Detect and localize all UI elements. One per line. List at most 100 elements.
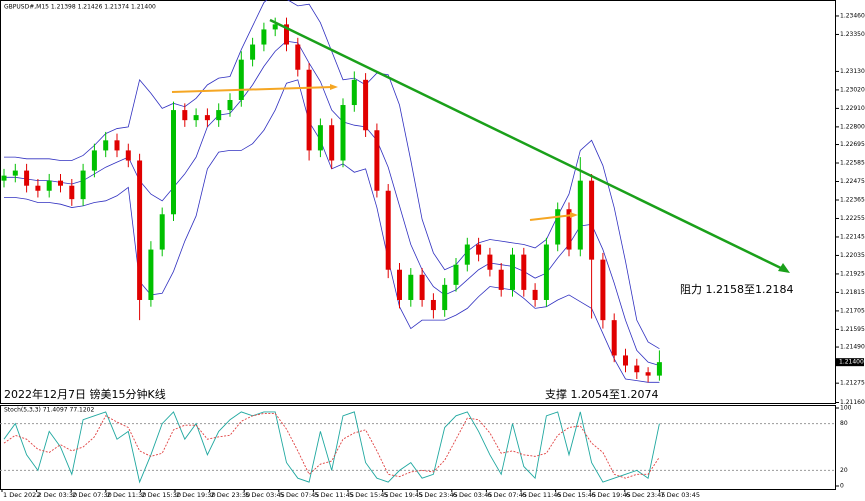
candle-body bbox=[80, 170, 86, 200]
x-tick-label: 2 Dec 11:30 bbox=[107, 491, 147, 499]
y-tick-label: 1.22365 bbox=[840, 196, 865, 203]
y-tick-label: 1.23350 bbox=[840, 31, 865, 38]
chart-title: GBPUSD#,M15 1.21398 1.21426 1.21374 1.21… bbox=[4, 4, 156, 11]
candle-body bbox=[453, 264, 459, 285]
candle-body bbox=[69, 185, 75, 200]
candle-body bbox=[1, 175, 7, 181]
candle-body bbox=[227, 99, 233, 111]
candle-body bbox=[204, 115, 210, 121]
x-tick-label: 2 Dec 15:30 bbox=[141, 491, 181, 499]
level-line bbox=[529, 214, 574, 221]
candle-body bbox=[295, 44, 301, 70]
candle-body bbox=[600, 259, 606, 321]
candle-body bbox=[397, 269, 402, 300]
x-tick-label: 6 Dec 03:45 bbox=[453, 491, 493, 499]
x-tick-label: 6 Dec 15:45 bbox=[557, 491, 597, 499]
stoch-k bbox=[3, 411, 660, 484]
x-tick-label: 5 Dec 03:45 bbox=[245, 491, 285, 499]
y-tick-label: 1.22035 bbox=[840, 252, 865, 259]
stoch-plot bbox=[0, 411, 835, 484]
candle-body bbox=[419, 274, 425, 300]
x-tick-label: 5 Dec 07:45 bbox=[280, 491, 320, 499]
price-plot bbox=[1, 0, 662, 383]
candle-body bbox=[148, 249, 154, 300]
y-tick-label: 1.21275 bbox=[840, 380, 865, 387]
candle-body bbox=[125, 150, 131, 161]
x-tick-label: 6 Dec 07:45 bbox=[487, 491, 527, 499]
candle-body bbox=[193, 115, 199, 121]
candle-body bbox=[498, 269, 504, 290]
candle-body bbox=[329, 125, 335, 161]
x-tick-label: 5 Dec 11:45 bbox=[314, 491, 354, 499]
candle-body bbox=[634, 365, 640, 373]
candle-body bbox=[611, 320, 617, 356]
candle-body bbox=[351, 79, 357, 106]
candle-body bbox=[487, 254, 493, 270]
candle-body bbox=[171, 110, 176, 215]
candle-body bbox=[656, 362, 662, 376]
candle-body bbox=[238, 59, 244, 100]
y-tick-label: 1.21705 bbox=[840, 307, 865, 314]
candle-body bbox=[58, 180, 63, 186]
x-tick-label: 2 Dec 03:30 bbox=[38, 491, 78, 499]
candle-body bbox=[363, 79, 369, 131]
y-tick-label: 1.23020 bbox=[840, 86, 865, 93]
stoch-tick-label: 100 bbox=[840, 405, 852, 412]
candle-body bbox=[543, 244, 549, 300]
stoch-tick-label: 20 bbox=[840, 467, 848, 474]
annotation: 阻力 1.2158至1.2184 bbox=[680, 283, 793, 296]
candle-body bbox=[317, 125, 323, 151]
candle-body bbox=[272, 24, 278, 30]
current-price-label: 1.21400 bbox=[839, 359, 864, 366]
candle-body bbox=[103, 140, 109, 151]
candle-body bbox=[35, 185, 41, 191]
trend-line bbox=[269, 18, 786, 272]
candle-body bbox=[12, 170, 18, 176]
y-tick-label: 1.22145 bbox=[840, 233, 865, 240]
stoch-panel bbox=[0, 405, 836, 490]
candle-body bbox=[510, 254, 515, 290]
y-tick-label: 1.22800 bbox=[840, 123, 865, 130]
candle-body bbox=[91, 150, 97, 171]
y-tick-label: 1.22585 bbox=[840, 160, 865, 167]
candle-body bbox=[566, 209, 572, 250]
candle-body bbox=[555, 209, 561, 245]
candle-body bbox=[306, 69, 312, 151]
level-line bbox=[171, 86, 334, 93]
drawn-lines bbox=[171, 18, 790, 273]
candle-body bbox=[374, 130, 380, 191]
main-panel bbox=[0, 0, 836, 404]
stoch-tick-label: 0 bbox=[840, 483, 844, 490]
candle-body bbox=[442, 284, 448, 311]
x-tick-label: 1 Dec 2022 bbox=[3, 491, 40, 499]
x-tick-label: 7 Dec 03:45 bbox=[660, 491, 700, 499]
x-tick-label: 5 Dec 19:45 bbox=[384, 491, 424, 499]
current-price-box bbox=[836, 358, 864, 367]
candle-body bbox=[623, 355, 628, 366]
arrow-head bbox=[570, 212, 578, 218]
x-tick-label: 2 Dec 23:30 bbox=[211, 491, 251, 499]
x-tick-label: 6 Dec 23:45 bbox=[626, 491, 666, 499]
candle-body bbox=[577, 180, 583, 250]
y-tick-label: 1.22475 bbox=[840, 178, 865, 185]
y-tick-label: 1.22910 bbox=[840, 105, 865, 112]
x-tick-label: 6 Dec 19:45 bbox=[591, 491, 631, 499]
candle-body bbox=[589, 180, 595, 260]
y-tick-label: 1.21160 bbox=[840, 399, 865, 406]
candle-body bbox=[284, 24, 289, 45]
candle-body bbox=[250, 44, 256, 60]
candle-body bbox=[216, 110, 222, 121]
x-tick-label: 5 Dec 23:45 bbox=[418, 491, 458, 499]
candle-body bbox=[430, 299, 436, 311]
candle-body bbox=[645, 372, 651, 376]
bollinger-middle bbox=[4, 40, 660, 366]
candle-body bbox=[159, 214, 165, 250]
candle-body bbox=[385, 190, 391, 270]
candle-body bbox=[24, 170, 30, 186]
candle-body bbox=[46, 180, 52, 191]
candle-body bbox=[476, 244, 482, 255]
y-tick-label: 1.21490 bbox=[840, 344, 865, 351]
stoch-title: Stoch(5,3,3) 71.4097 77.1202 bbox=[4, 407, 95, 414]
candle-body bbox=[521, 254, 527, 290]
